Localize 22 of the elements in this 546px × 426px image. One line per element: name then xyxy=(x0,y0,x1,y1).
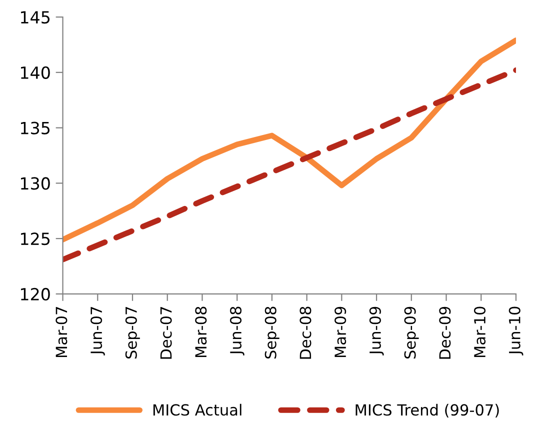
y-tick-label: 140 xyxy=(21,66,50,79)
x-tick-label: Mar-08 xyxy=(195,306,207,358)
x-tick-label: Dec-08 xyxy=(300,306,312,359)
y-tick-label: 145 xyxy=(21,11,50,24)
x-tick-label: Sep-09 xyxy=(404,306,419,358)
x-tick-label: Jun-10 xyxy=(508,306,524,356)
y-tick-label: 135 xyxy=(21,122,50,134)
x-tick-label: Jun-08 xyxy=(230,306,244,356)
y-tick-label: 120 xyxy=(21,288,50,301)
y-tick-label: 125 xyxy=(21,232,50,246)
legend-label: MICS Actual xyxy=(153,404,242,416)
x-tick-label: Mar-09 xyxy=(334,306,346,358)
x-tick-label: Dec-09 xyxy=(439,306,451,359)
x-tick-label: Jun-09 xyxy=(369,306,384,356)
x-tick-label: Dec-07 xyxy=(160,307,172,359)
x-tick-label: Mar-10 xyxy=(474,306,486,358)
x-tick-label: Sep-08 xyxy=(264,306,280,358)
y-tick-label: 130 xyxy=(21,177,50,190)
legend-label: MICS Trend (99-07) xyxy=(356,404,499,418)
x-tick-label: Jun-07 xyxy=(90,307,105,356)
x-tick-label: Mar-07 xyxy=(56,307,68,358)
x-tick-label: Sep-07 xyxy=(125,307,140,358)
